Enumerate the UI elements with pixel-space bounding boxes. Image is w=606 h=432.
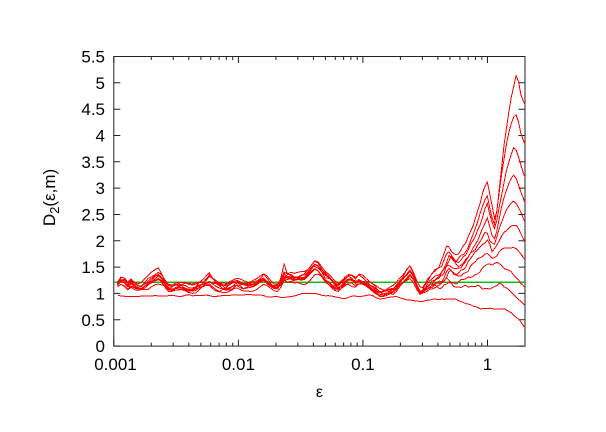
svg-text:2.5: 2.5 [81,206,105,225]
svg-text:D2(ε,m): D2(ε,m) [40,169,62,226]
svg-text:0.01: 0.01 [222,355,255,374]
svg-text:4.5: 4.5 [81,100,105,119]
svg-text:1: 1 [483,355,492,374]
svg-text:1: 1 [96,284,105,303]
svg-text:2: 2 [96,232,105,251]
svg-text:5.5: 5.5 [81,48,105,67]
svg-text:5: 5 [96,74,105,93]
svg-text:0.001: 0.001 [94,355,137,374]
svg-text:0.1: 0.1 [351,355,375,374]
svg-text:ε: ε [316,384,323,401]
svg-text:3.5: 3.5 [81,153,105,172]
svg-text:4: 4 [96,127,105,146]
svg-text:3: 3 [96,179,105,198]
svg-text:0: 0 [96,337,105,356]
svg-text:1.5: 1.5 [81,258,105,277]
svg-text:0.5: 0.5 [81,311,105,330]
